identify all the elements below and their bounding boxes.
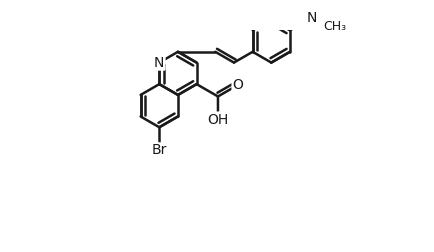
Text: CH₃: CH₃ <box>323 20 346 33</box>
Text: Br: Br <box>151 143 167 157</box>
Text: OH: OH <box>207 113 229 127</box>
Text: N: N <box>154 56 164 70</box>
Text: N: N <box>306 11 316 25</box>
Text: O: O <box>233 78 243 92</box>
